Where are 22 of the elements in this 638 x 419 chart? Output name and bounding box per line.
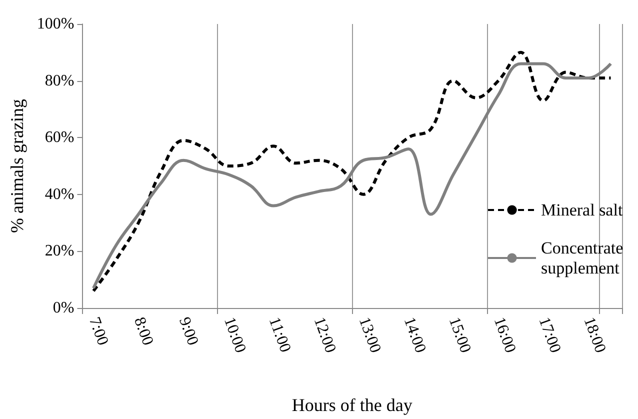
y-axis-title: % animals grazing — [7, 99, 27, 233]
x-tick-label: 18:00 — [580, 315, 609, 356]
y-tick-label: 0% — [52, 300, 74, 316]
legend-label: Mineral salt — [541, 200, 623, 220]
legend-label: Concentrate supplement — [541, 238, 628, 278]
y-tick-label: 40% — [44, 186, 74, 203]
y-tick-label: 100% — [36, 16, 74, 32]
x-tick-label: 15:00 — [445, 315, 474, 356]
x-tick-label: 12:00 — [310, 315, 339, 356]
y-tick-label: 20% — [44, 242, 74, 260]
x-tick-label: 10:00 — [220, 315, 249, 356]
x-tick-label: 8:00 — [130, 315, 156, 348]
x-tick-label: 11:00 — [265, 315, 294, 355]
y-tick-label: 80% — [44, 72, 74, 90]
x-tick-label: 9:00 — [175, 315, 202, 348]
x-tick-label: 16:00 — [490, 315, 519, 356]
x-tick-label: 13:00 — [355, 315, 384, 356]
x-tick-label: 14:00 — [400, 315, 429, 356]
y-tick-label: 60% — [44, 129, 74, 146]
x-axis-title: Hours of the day — [292, 395, 412, 415]
x-tick-label: 17:00 — [535, 315, 564, 356]
x-tick-label: 7:00 — [85, 315, 112, 348]
